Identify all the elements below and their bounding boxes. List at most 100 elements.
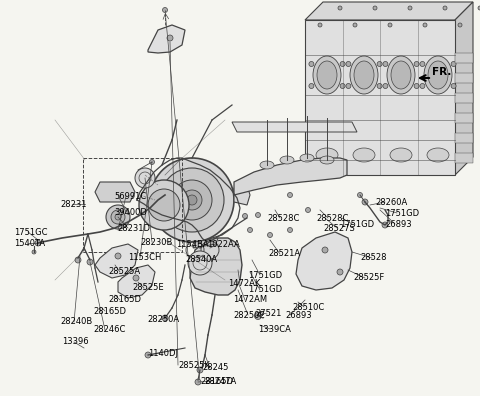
Polygon shape bbox=[455, 113, 473, 123]
Circle shape bbox=[420, 61, 425, 67]
Circle shape bbox=[346, 61, 351, 67]
Text: 26893: 26893 bbox=[285, 310, 312, 320]
Ellipse shape bbox=[387, 56, 415, 94]
Circle shape bbox=[106, 205, 130, 229]
Circle shape bbox=[388, 23, 392, 27]
Circle shape bbox=[383, 84, 388, 88]
Circle shape bbox=[478, 6, 480, 10]
Polygon shape bbox=[95, 244, 138, 278]
Text: 1472AM: 1472AM bbox=[233, 295, 267, 305]
Ellipse shape bbox=[390, 148, 412, 162]
Circle shape bbox=[162, 315, 168, 321]
Circle shape bbox=[163, 8, 168, 13]
Circle shape bbox=[353, 23, 357, 27]
Text: 28260A: 28260A bbox=[375, 198, 407, 206]
Circle shape bbox=[340, 84, 345, 88]
Text: 28245: 28245 bbox=[202, 364, 228, 373]
Text: 28240B: 28240B bbox=[60, 318, 92, 326]
Polygon shape bbox=[190, 238, 242, 295]
Circle shape bbox=[420, 84, 425, 88]
Text: FR.: FR. bbox=[432, 67, 451, 77]
Text: 1472AK: 1472AK bbox=[228, 280, 260, 289]
Circle shape bbox=[373, 6, 377, 10]
Circle shape bbox=[346, 84, 351, 88]
Circle shape bbox=[115, 214, 121, 220]
Polygon shape bbox=[455, 73, 473, 83]
Text: 28250E: 28250E bbox=[233, 310, 264, 320]
Text: 28525E: 28525E bbox=[132, 284, 164, 293]
Circle shape bbox=[255, 213, 261, 217]
Polygon shape bbox=[296, 232, 352, 290]
Text: 1153CH: 1153CH bbox=[128, 253, 161, 263]
Circle shape bbox=[322, 247, 328, 253]
Circle shape bbox=[338, 6, 342, 10]
Circle shape bbox=[195, 379, 201, 385]
Circle shape bbox=[358, 192, 362, 198]
Polygon shape bbox=[305, 20, 455, 175]
Text: 28250A: 28250A bbox=[147, 316, 179, 324]
Circle shape bbox=[242, 213, 248, 219]
Text: 13396: 13396 bbox=[62, 337, 89, 346]
Text: 28525A: 28525A bbox=[108, 268, 140, 276]
Text: 28165D: 28165D bbox=[93, 307, 126, 316]
Circle shape bbox=[305, 208, 311, 213]
Ellipse shape bbox=[280, 156, 294, 164]
Text: 28230B: 28230B bbox=[140, 238, 172, 246]
Circle shape bbox=[148, 189, 180, 221]
Ellipse shape bbox=[313, 56, 341, 94]
Text: 28525F: 28525F bbox=[353, 274, 384, 282]
Text: 28231D: 28231D bbox=[117, 223, 150, 232]
Text: 1751GC: 1751GC bbox=[14, 227, 48, 236]
Text: 28231: 28231 bbox=[60, 200, 86, 209]
Circle shape bbox=[382, 222, 388, 228]
Ellipse shape bbox=[300, 154, 314, 162]
Polygon shape bbox=[455, 153, 473, 163]
Ellipse shape bbox=[350, 56, 378, 94]
Ellipse shape bbox=[428, 61, 448, 89]
Text: 1751GD: 1751GD bbox=[385, 209, 419, 217]
Polygon shape bbox=[455, 2, 473, 175]
Text: 56991C: 56991C bbox=[114, 192, 146, 200]
Circle shape bbox=[377, 84, 382, 88]
Text: 28528C: 28528C bbox=[316, 213, 348, 223]
Text: 1022AA: 1022AA bbox=[207, 240, 240, 249]
Text: 1540TA: 1540TA bbox=[14, 238, 45, 248]
Circle shape bbox=[309, 84, 314, 88]
Circle shape bbox=[337, 269, 343, 275]
Circle shape bbox=[318, 23, 322, 27]
Circle shape bbox=[75, 257, 81, 263]
Circle shape bbox=[35, 240, 41, 246]
Circle shape bbox=[187, 195, 197, 205]
Circle shape bbox=[458, 23, 462, 27]
Polygon shape bbox=[455, 93, 473, 103]
Circle shape bbox=[362, 199, 368, 205]
Polygon shape bbox=[232, 122, 357, 132]
Circle shape bbox=[160, 168, 224, 232]
Text: 28247A: 28247A bbox=[204, 377, 236, 385]
Circle shape bbox=[408, 6, 412, 10]
Circle shape bbox=[451, 84, 456, 88]
Ellipse shape bbox=[391, 61, 411, 89]
Circle shape bbox=[188, 251, 212, 275]
Ellipse shape bbox=[320, 156, 334, 164]
Circle shape bbox=[288, 227, 292, 232]
Circle shape bbox=[414, 61, 419, 67]
Text: 1140DJ: 1140DJ bbox=[148, 348, 178, 358]
Circle shape bbox=[87, 259, 93, 265]
Circle shape bbox=[451, 61, 456, 67]
Text: 28527S: 28527S bbox=[323, 223, 355, 232]
Circle shape bbox=[145, 352, 151, 358]
Text: 27521: 27521 bbox=[255, 310, 281, 318]
Polygon shape bbox=[193, 238, 218, 248]
Polygon shape bbox=[148, 25, 185, 53]
Text: 28528C: 28528C bbox=[267, 213, 300, 223]
Text: 28525K: 28525K bbox=[178, 360, 210, 369]
Polygon shape bbox=[234, 158, 347, 195]
Text: 1154BA: 1154BA bbox=[176, 240, 209, 249]
Polygon shape bbox=[234, 185, 250, 205]
Circle shape bbox=[149, 160, 155, 164]
Polygon shape bbox=[118, 265, 155, 298]
Text: 26893: 26893 bbox=[385, 219, 412, 228]
Ellipse shape bbox=[260, 161, 274, 169]
Circle shape bbox=[423, 23, 427, 27]
